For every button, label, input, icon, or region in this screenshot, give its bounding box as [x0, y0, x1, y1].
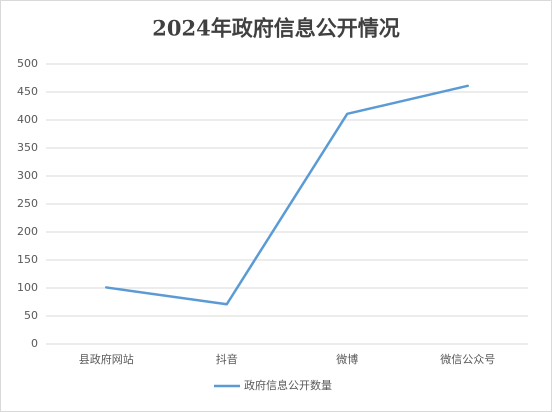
y-tick-label: 400: [17, 113, 38, 126]
legend-label: 政府信息公开数量: [244, 378, 332, 392]
x-tick-label: 微博: [336, 352, 358, 366]
data-line: [105, 84, 469, 306]
y-tick-label: 0: [31, 337, 38, 350]
y-tick-label: 250: [17, 197, 38, 210]
x-tick-label: 县政府网站: [79, 352, 134, 366]
x-tick-label: 抖音: [216, 352, 238, 366]
y-tick-label: 150: [17, 253, 38, 266]
y-tick-label: 50: [24, 309, 38, 322]
y-tick-label: 300: [17, 169, 38, 182]
y-tick-label: 500: [17, 57, 38, 70]
y-tick-label: 450: [17, 85, 38, 98]
y-tick-label: 100: [17, 281, 38, 294]
y-tick-label: 350: [17, 141, 38, 154]
chart-title: 2024年政府信息公开情况: [152, 16, 399, 41]
y-tick-label: 200: [17, 225, 38, 238]
x-tick-label: 微信公众号: [440, 352, 495, 366]
